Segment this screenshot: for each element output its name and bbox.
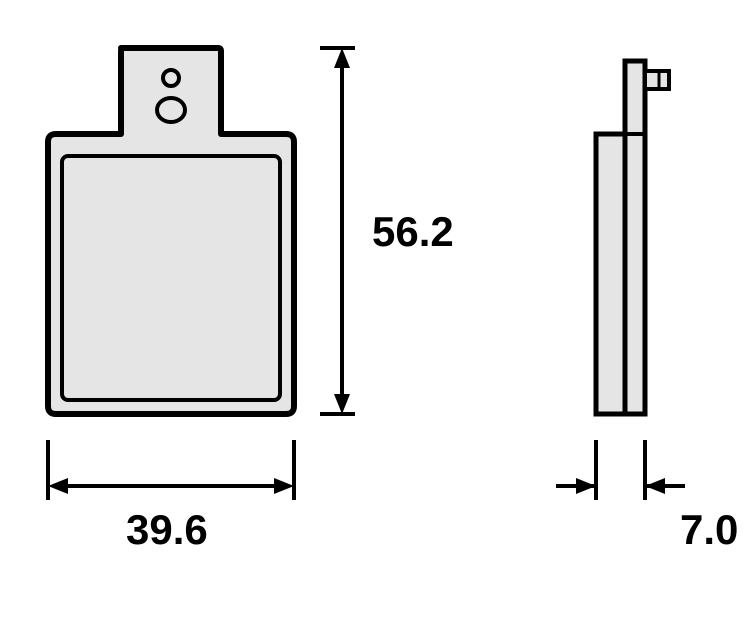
dimension-width: 39.6	[48, 440, 294, 553]
front-friction-surface	[62, 156, 280, 400]
front-view	[48, 48, 294, 414]
dimension-width-label: 39.6	[126, 506, 208, 553]
dimension-height-label: 56.2	[372, 208, 454, 255]
side-pin	[645, 71, 669, 89]
tab-hole-small	[163, 70, 179, 86]
side-view	[596, 61, 669, 414]
dimension-thickness-label: 7.0	[680, 506, 738, 553]
dimension-height: 56.2	[320, 48, 454, 414]
side-backplate	[625, 61, 645, 414]
brake-pad-diagram: 56.2 39.6 7.0	[0, 0, 749, 617]
tab-hole-large	[157, 98, 185, 122]
side-friction-pad	[596, 134, 625, 414]
dimension-thickness: 7.0	[556, 440, 738, 553]
